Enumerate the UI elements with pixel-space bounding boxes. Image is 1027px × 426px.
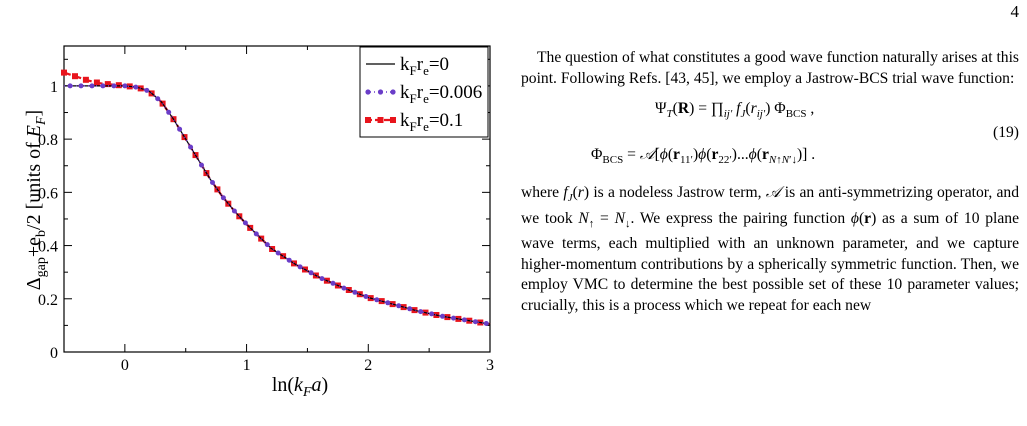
series-marker-kfre-0.006 <box>385 300 391 306</box>
series-marker-kfre-0.006 <box>242 220 248 226</box>
series-marker-kfre-0.006 <box>483 321 489 326</box>
series-marker-kfre-0.006 <box>341 285 347 291</box>
series-marker-kfre-0.006 <box>89 83 95 89</box>
series-marker-kfre-0.006 <box>155 96 161 102</box>
legend-label: kFre=0 <box>400 54 449 78</box>
legend-marker-kfre-0.006 <box>377 89 384 95</box>
legend-marker-kfre-0.006 <box>390 89 396 95</box>
y-tick-label: 0.6 <box>38 185 58 202</box>
series-marker-kfre-0.006 <box>418 309 424 315</box>
x-tick-label: 3 <box>486 357 494 374</box>
series-marker-kfre-0.006 <box>199 162 204 168</box>
page-number: 4 <box>1010 2 1020 21</box>
x-tick-label: 0 <box>121 357 129 374</box>
paragraph-body: where fJ(r) is a nodeless Jastrow term, … <box>521 184 1019 314</box>
equation-19: ΨT(R) = ∏ij′ fJ(rij′) ΦBCS , ΦBCS = 𝒜[ϕ(… <box>591 100 1019 167</box>
svg-text:ln(kFa): ln(kFa) <box>272 374 328 400</box>
x-tick-label: 1 <box>243 357 251 374</box>
series-marker-kfre-0.006 <box>461 317 467 323</box>
series-marker-kfre-0.1 <box>61 69 67 76</box>
series-marker-kfre-0.1 <box>82 76 89 83</box>
legend-label: kFre=0.1 <box>400 110 463 134</box>
legend-marker-kfre-0.1 <box>377 117 384 123</box>
series-marker-kfre-0.006 <box>451 315 456 321</box>
series-marker-kfre-0.006 <box>472 319 478 325</box>
text-column: The question of what constitutes a good … <box>521 48 1019 316</box>
series-marker-kfre-0.006 <box>144 87 150 93</box>
series-marker-kfre-0.006 <box>297 264 303 270</box>
y-tick-label: 0.4 <box>38 239 58 256</box>
series-marker-kfre-0.006 <box>429 311 435 317</box>
series-marker-kfre-0.006 <box>407 306 413 312</box>
y-tick-label: 0 <box>50 345 58 362</box>
series-marker-kfre-0.006 <box>319 276 325 282</box>
series-marker-kfre-0.006 <box>111 83 117 89</box>
series-marker-kfre-0.006 <box>210 180 215 185</box>
series-marker-kfre-0.006 <box>396 303 402 309</box>
x-tick-label: 2 <box>364 357 372 374</box>
series-marker-kfre-0.1 <box>115 82 122 89</box>
equation-number: (19) <box>993 124 1019 141</box>
series-marker-kfre-0.006 <box>352 289 358 295</box>
series-marker-kfre-0.1 <box>93 79 100 86</box>
series-marker-kfre-0.006 <box>166 109 172 115</box>
series-marker-kfre-0.006 <box>253 231 259 237</box>
series-marker-kfre-0.006 <box>374 297 380 303</box>
legend-marker-kfre-0.1 <box>390 117 396 123</box>
legend-label: kFre=0.006 <box>400 82 482 106</box>
series-marker-kfre-0.006 <box>363 294 369 299</box>
plot-frame <box>63 45 491 353</box>
legend: kFre=0 kFre=0.006 kFre=0.1 <box>359 46 489 138</box>
y-tick-label: 0.2 <box>38 292 58 309</box>
series-marker-kfre-0.1 <box>72 73 78 80</box>
series-marker-kfre-0.006 <box>264 242 270 248</box>
series-marker-kfre-0.006 <box>275 250 281 256</box>
series-marker-kfre-0.006 <box>78 83 84 89</box>
series-marker-kfre-0.006 <box>308 270 314 276</box>
gap-chart: 0 1 2 3 0 0.2 0.4 0.6 0.8 1 Δgap+eb/2 [units of E… <box>0 0 500 426</box>
series-marker-kfre-0.006 <box>100 83 106 89</box>
series-marker-kfre-0.006 <box>67 83 73 89</box>
series-marker-kfre-0.006 <box>220 195 226 201</box>
y-tick-label: 0.8 <box>38 132 58 149</box>
x-axis-label: ln(kFa) <box>272 374 328 400</box>
series-marker-kfre-0.006 <box>177 126 183 132</box>
series-marker-kfre-0.006 <box>330 280 336 286</box>
series-marker-kfre-0.1 <box>104 81 111 88</box>
legend-marker-kfre-0.006 <box>365 89 371 95</box>
series-marker-kfre-0.006 <box>188 144 194 150</box>
legend-marker-kfre-0.1 <box>365 117 371 123</box>
series-marker-kfre-0.006 <box>122 83 128 89</box>
series-marker-kfre-0.006 <box>440 313 445 319</box>
y-tick-label: 1 <box>50 79 58 96</box>
paragraph-intro: The question of what constitutes a good … <box>521 49 1019 87</box>
series-marker-kfre-0.006 <box>286 257 292 263</box>
series-marker-kfre-0.006 <box>133 84 139 90</box>
series-marker-kfre-0.006 <box>231 208 237 214</box>
